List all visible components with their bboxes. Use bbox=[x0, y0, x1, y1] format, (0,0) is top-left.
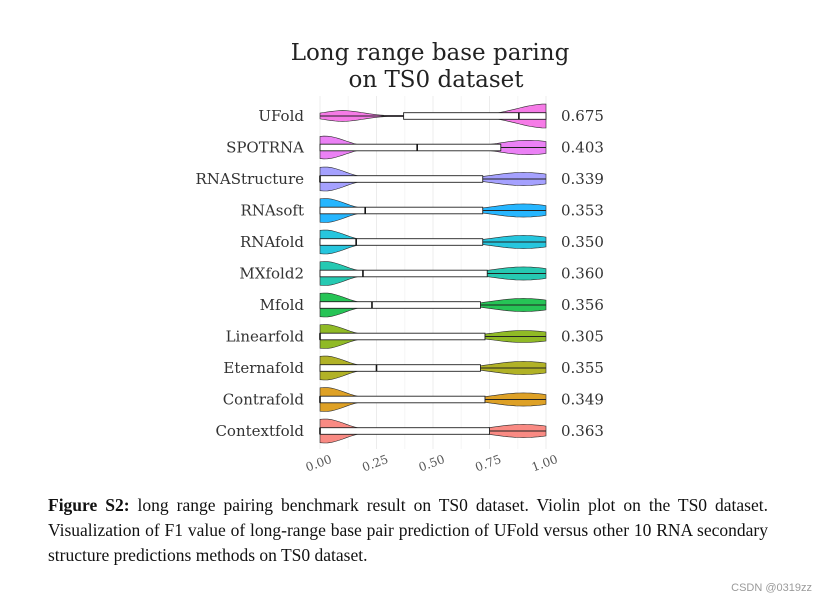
violin-group bbox=[319, 198, 547, 223]
violin-group bbox=[319, 355, 547, 381]
category-label: Contrafold bbox=[223, 391, 305, 409]
category-label: RNAfold bbox=[240, 233, 304, 251]
x-tick-label: 0.25 bbox=[360, 452, 390, 474]
value-label: 0.353 bbox=[561, 202, 604, 220]
category-label: SPOTRNA bbox=[226, 139, 304, 157]
x-tick-label: 0.75 bbox=[473, 452, 503, 474]
category-label: Linearfold bbox=[226, 328, 305, 346]
value-label: 0.305 bbox=[561, 328, 604, 346]
x-tick-label: 0.00 bbox=[304, 452, 334, 474]
box-iqr bbox=[319, 395, 486, 404]
violin-group bbox=[319, 103, 547, 129]
box-iqr bbox=[319, 364, 481, 372]
category-label: Mfold bbox=[260, 296, 305, 314]
box-iqr bbox=[319, 143, 502, 152]
violin-group bbox=[319, 324, 547, 349]
value-label: 0.360 bbox=[561, 265, 604, 283]
violin-group bbox=[319, 292, 547, 318]
box-iqr bbox=[319, 301, 481, 309]
violin-group bbox=[319, 387, 547, 412]
box-iqr bbox=[319, 269, 488, 278]
chart-title-line-1: Long range base paring bbox=[291, 40, 570, 66]
value-label: 0.349 bbox=[561, 391, 604, 409]
box-iqr bbox=[319, 175, 484, 183]
value-label: 0.339 bbox=[561, 170, 604, 188]
caption-text: long range pairing benchmark result on T… bbox=[48, 495, 768, 565]
category-label: MXfold2 bbox=[239, 265, 304, 283]
violin-group bbox=[319, 166, 547, 192]
chart-area: UFold 0.675 SPOTRNA 0.403 RNAStructure 0.339 R… bbox=[195, 40, 604, 474]
x-tick-label: 0.50 bbox=[417, 452, 447, 474]
violin-group bbox=[319, 418, 547, 444]
violin-group bbox=[319, 229, 547, 255]
violin-chart: UFold 0.675 SPOTRNA 0.403 RNAStructure 0.339 R… bbox=[195, 40, 604, 474]
box-iqr bbox=[319, 332, 486, 341]
caption-label: Figure S2: bbox=[48, 495, 130, 515]
violin-group bbox=[319, 135, 547, 160]
figure-caption: Figure S2: long range pairing benchmark … bbox=[48, 493, 768, 568]
value-label: 0.675 bbox=[561, 107, 604, 125]
chart-title-line-2: on TS0 dataset bbox=[348, 67, 524, 93]
watermark-text: CSDN @0319zz bbox=[731, 582, 812, 594]
value-label: 0.355 bbox=[561, 359, 604, 377]
x-tick-label: 1.00 bbox=[530, 452, 560, 474]
category-label: RNAStructure bbox=[195, 170, 304, 188]
value-label: 0.350 bbox=[561, 233, 604, 251]
value-label: 0.403 bbox=[561, 139, 604, 157]
box-iqr bbox=[319, 206, 484, 215]
value-label: 0.356 bbox=[561, 296, 604, 314]
category-label: Eternafold bbox=[223, 359, 304, 377]
box-iqr bbox=[403, 112, 547, 120]
box-iqr bbox=[319, 427, 490, 435]
category-label: Contextfold bbox=[215, 422, 304, 440]
value-label: 0.363 bbox=[561, 422, 604, 440]
category-label: RNAsoft bbox=[240, 202, 304, 220]
box-iqr bbox=[319, 238, 484, 246]
violin-group bbox=[319, 261, 547, 286]
category-label: UFold bbox=[258, 107, 304, 125]
